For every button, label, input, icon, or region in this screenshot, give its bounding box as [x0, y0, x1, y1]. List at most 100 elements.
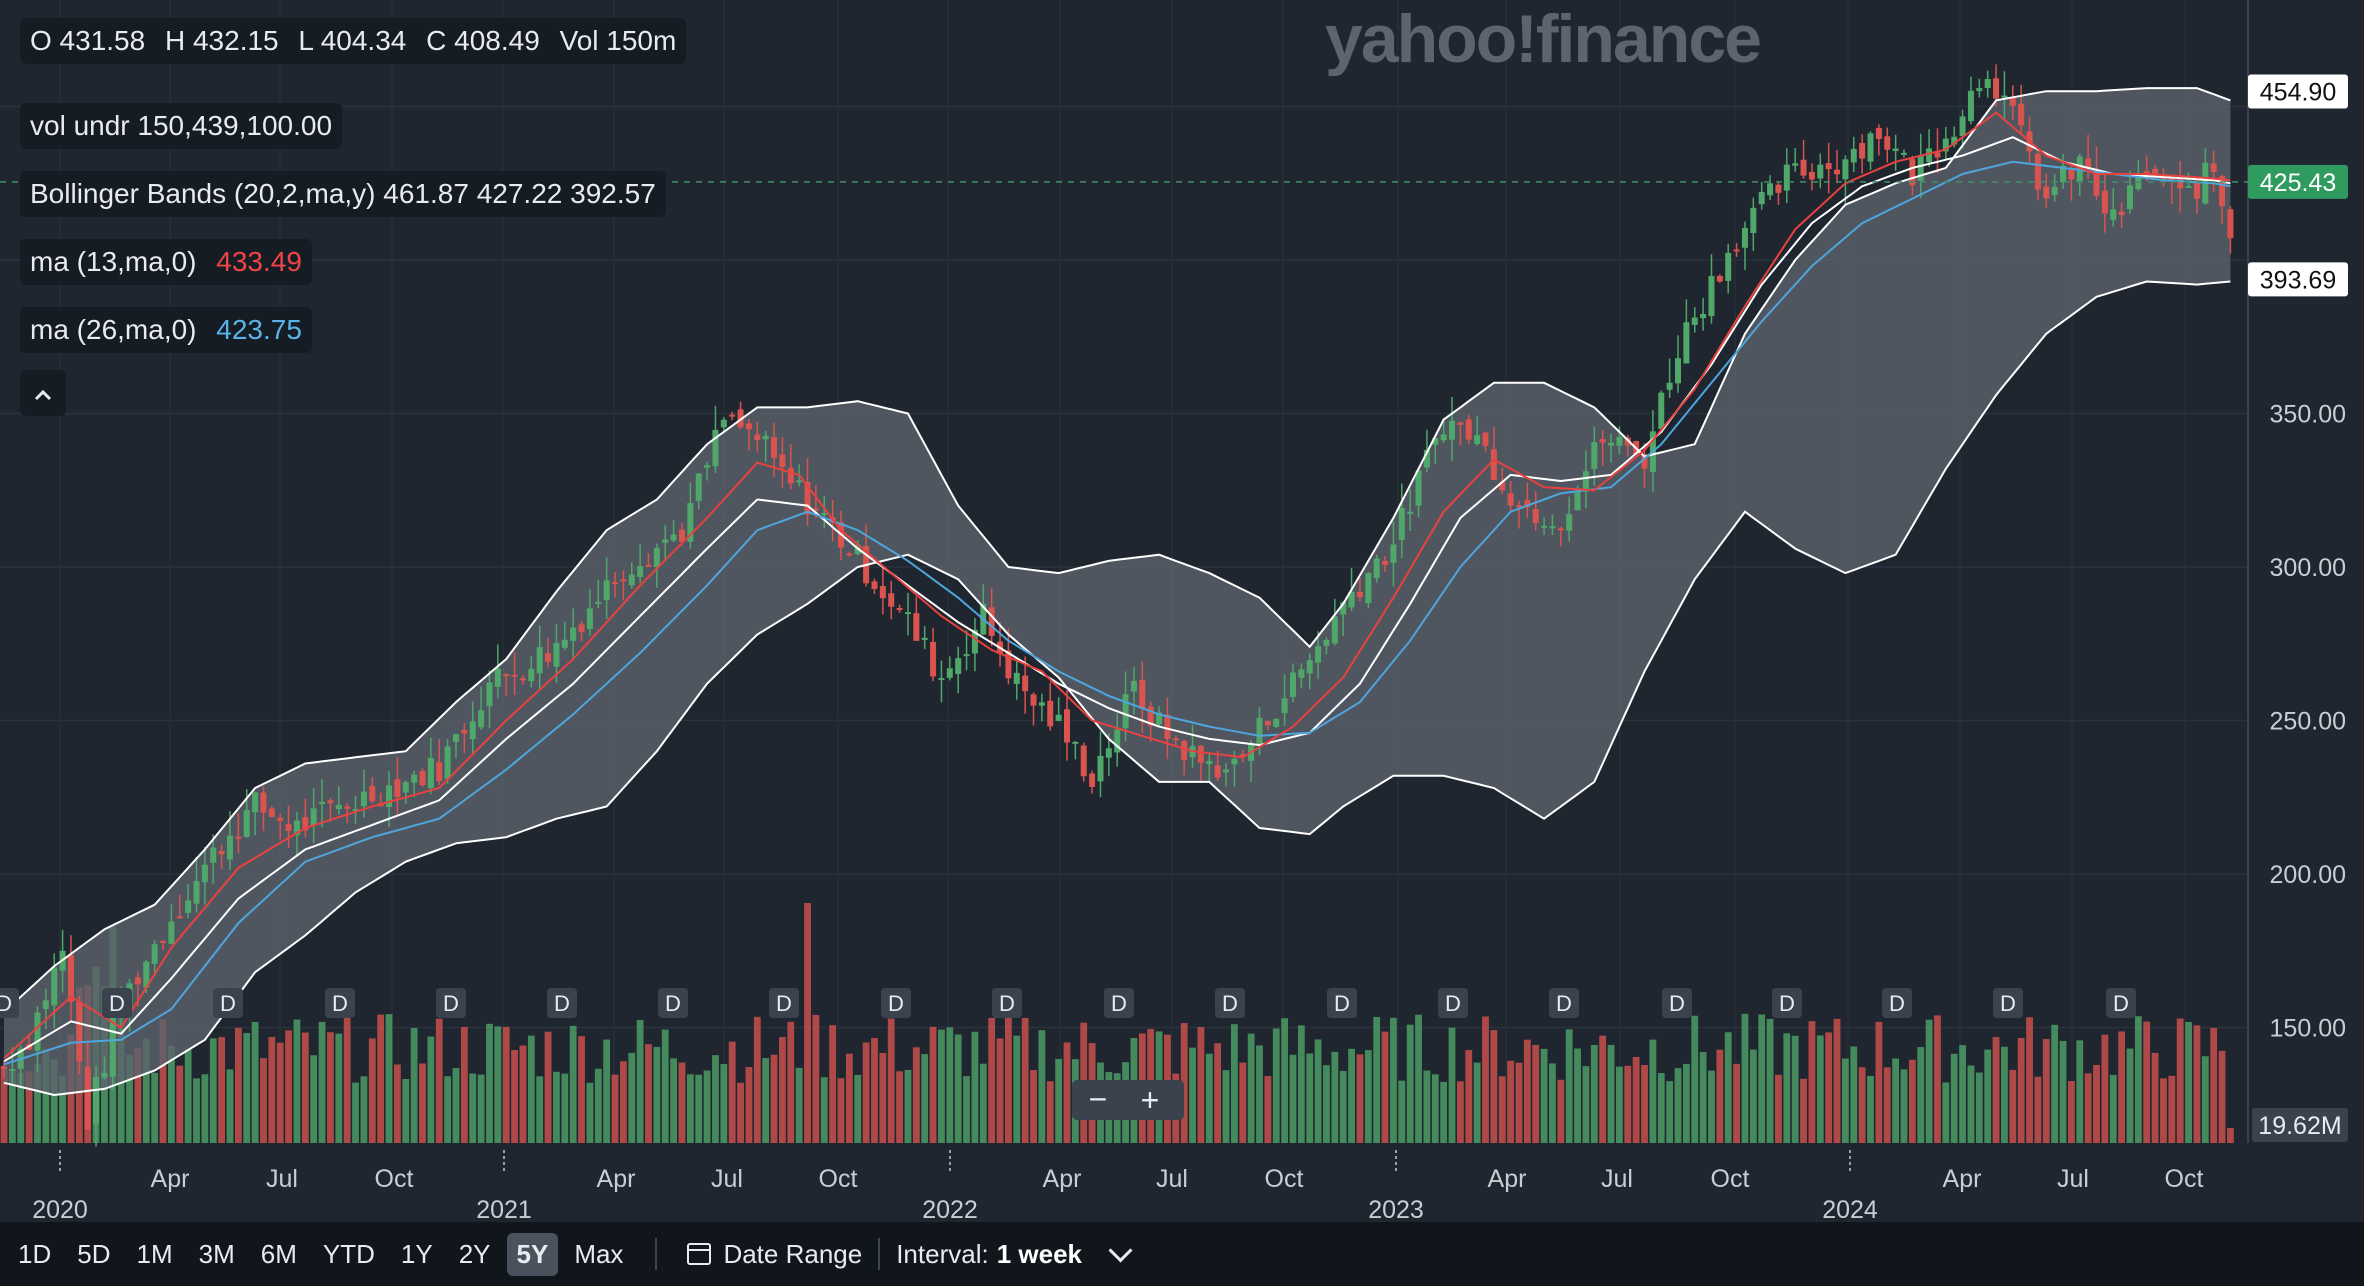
volume-bar [653, 1046, 661, 1143]
ma13-legend[interactable]: ma (13,ma,0) 433.49 [20, 239, 312, 285]
candle-body [1474, 435, 1481, 445]
interval-select[interactable]: Interval: 1 week [896, 1237, 1133, 1270]
volume-bar [820, 1077, 828, 1143]
candle-body [511, 674, 518, 677]
volume-bar [1381, 1031, 1389, 1143]
candle-body [1733, 249, 1740, 252]
date-range-label: Date Range [723, 1238, 863, 1269]
range-button-max[interactable]: Max [574, 1238, 624, 1269]
interval-value: 1 week [996, 1238, 1082, 1269]
range-button-1y[interactable]: 1Y [400, 1238, 433, 1269]
volume-bar [553, 1071, 560, 1143]
volume-bar [1281, 1018, 1289, 1143]
volume-bar [1549, 1063, 1556, 1143]
candle-body [201, 864, 208, 883]
volume-bar [2034, 1076, 2042, 1143]
volume-bar [17, 1072, 25, 1143]
volume-bar [176, 1065, 184, 1143]
candle-body [1114, 729, 1121, 753]
dividend-marker: D [325, 988, 355, 1018]
volume-bar [837, 1078, 845, 1143]
volume-bar [285, 1030, 292, 1143]
volume-bar [2051, 1024, 2059, 1143]
candle-body [302, 817, 309, 831]
volume-bar [2185, 1021, 2192, 1143]
range-button-1d[interactable]: 1D [18, 1238, 52, 1269]
candle-body [1063, 709, 1070, 743]
candle-body [1683, 322, 1690, 364]
candle-body [1315, 646, 1322, 663]
volume-bar [686, 1074, 694, 1143]
candle-body [1289, 672, 1296, 697]
volume-bar [1758, 1014, 1766, 1143]
candle-body [1808, 171, 1815, 180]
candle-body [1147, 706, 1154, 726]
x-month-label: Jul [711, 1165, 743, 1193]
volume-bar [477, 1074, 485, 1143]
volume-bar [59, 1075, 66, 1143]
candle-body [930, 641, 937, 677]
range-button-5d[interactable]: 5D [77, 1238, 111, 1269]
x-month-label: Oct [1265, 1165, 1304, 1193]
candle-body [344, 806, 351, 809]
candle-body [1934, 152, 1941, 158]
range-button-ytd[interactable]: YTD [322, 1238, 375, 1269]
y-tick-label: 200.00 [2270, 861, 2346, 889]
x-month-label: Oct [375, 1165, 414, 1193]
bollinger-middle-line [3, 136, 2231, 1063]
volume-bar [243, 1033, 251, 1143]
volume-bar [1189, 1047, 1196, 1143]
candle-body [151, 944, 158, 964]
volume-bar [502, 1026, 510, 1143]
volume-bar [226, 1069, 234, 1143]
range-button-6m[interactable]: 6M [260, 1238, 297, 1269]
ma26-value: 423.75 [216, 314, 302, 345]
volume-bar [1942, 1082, 1950, 1143]
dividend-marker-label: D [220, 991, 236, 1016]
x-year-label: 2024 [1822, 1196, 1878, 1222]
chart-toolbar: 1D 5D 1M 3M 6M YTD 1Y 2Y 5Y Max Date Range Interv… [0, 1222, 2364, 1286]
zoom-in-button[interactable]: + [1141, 1082, 1160, 1118]
candle-body [1951, 136, 1958, 145]
dividend-marker-box [658, 988, 688, 1018]
volume-bar [619, 1061, 627, 1143]
candle-body [1783, 164, 1790, 191]
bollinger-legend[interactable]: Bollinger Bands (20,2,ma,y) 461.87 427.2… [20, 171, 666, 217]
volume-bar [1741, 1013, 1749, 1143]
range-button-2y[interactable]: 2Y [458, 1238, 491, 1269]
volume-bar [670, 1058, 677, 1143]
volume-bar [8, 1071, 16, 1143]
candle-body [1867, 133, 1874, 162]
zoom-out-button[interactable]: − [1089, 1081, 1108, 1117]
ma26-legend[interactable]: ma (26,ma,0) 423.75 [20, 307, 312, 353]
volume-bar [904, 1069, 912, 1143]
volume-bar [393, 1064, 401, 1143]
range-button-3m[interactable]: 3M [198, 1238, 235, 1269]
volume-bar [578, 1036, 585, 1143]
volume-bar [1038, 1030, 1046, 1143]
vol-undr-legend[interactable]: vol undr 150,439,100.00 [20, 103, 343, 149]
candle-body [436, 762, 443, 782]
collapse-legend-button[interactable] [20, 370, 66, 416]
candle-body [1767, 183, 1774, 196]
candle-body [745, 423, 752, 430]
date-range-button[interactable]: Date Range [673, 1239, 862, 1270]
range-button-5y[interactable]: 5Y [506, 1232, 559, 1276]
volume-bar [1708, 1070, 1715, 1143]
volume-bar [795, 1067, 803, 1143]
volume-bar [1858, 1067, 1866, 1143]
volume-bar [1180, 1023, 1188, 1143]
candle-body [369, 785, 376, 802]
candle-body [1055, 714, 1062, 721]
volume-bar [594, 1068, 602, 1143]
volume-bar [1448, 1027, 1456, 1143]
volume-bar [1406, 1024, 1414, 1143]
range-button-1m[interactable]: 1M [136, 1238, 173, 1269]
volume-bar [779, 1036, 786, 1143]
volume-bar [586, 1082, 594, 1143]
candle-body [2210, 163, 2217, 172]
candle-body [2152, 168, 2159, 174]
candle-body [1382, 560, 1389, 565]
